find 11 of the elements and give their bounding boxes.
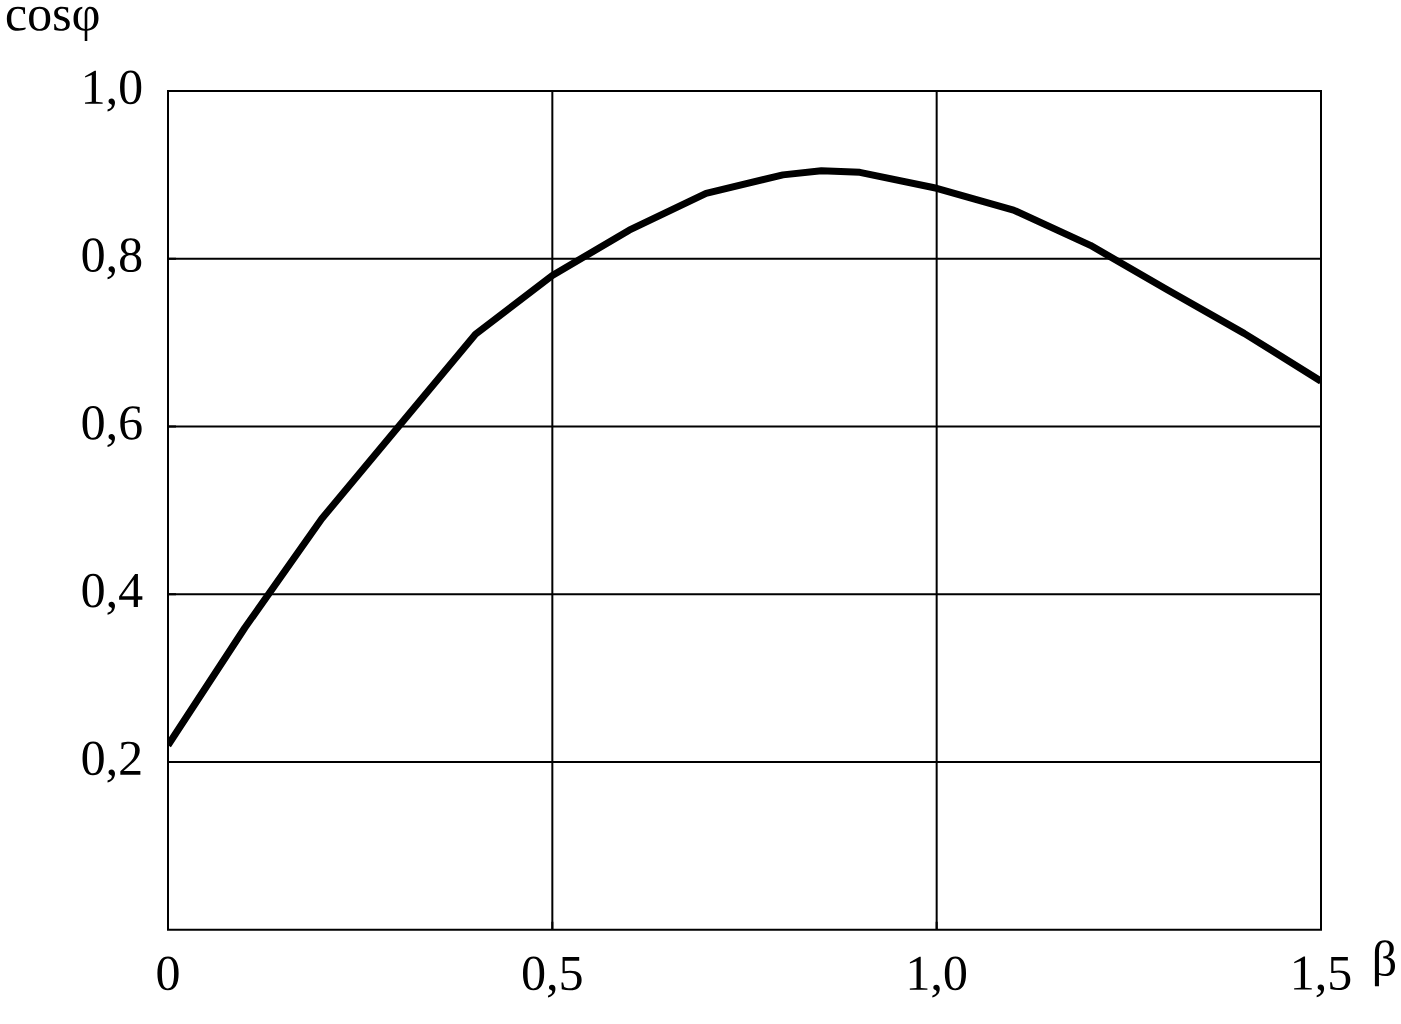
x-tick-label: 1,5	[1294, 956, 1351, 998]
y-tick-label: 1,0	[85, 70, 142, 112]
x-tick-label: 1,0	[909, 956, 967, 998]
y-tick-label: 0,2	[82, 741, 141, 783]
y-tick-label: 0,8	[82, 238, 142, 280]
x-tick-label: 0	[157, 956, 179, 991]
x-tick-label: 0,5	[522, 956, 582, 998]
y-axis-title: cosφ	[6, 6, 99, 41]
y-tick-label: 0,4	[82, 573, 143, 615]
x-axis-title: β	[1374, 940, 1396, 987]
y-tick-label: 0,6	[82, 406, 142, 447]
